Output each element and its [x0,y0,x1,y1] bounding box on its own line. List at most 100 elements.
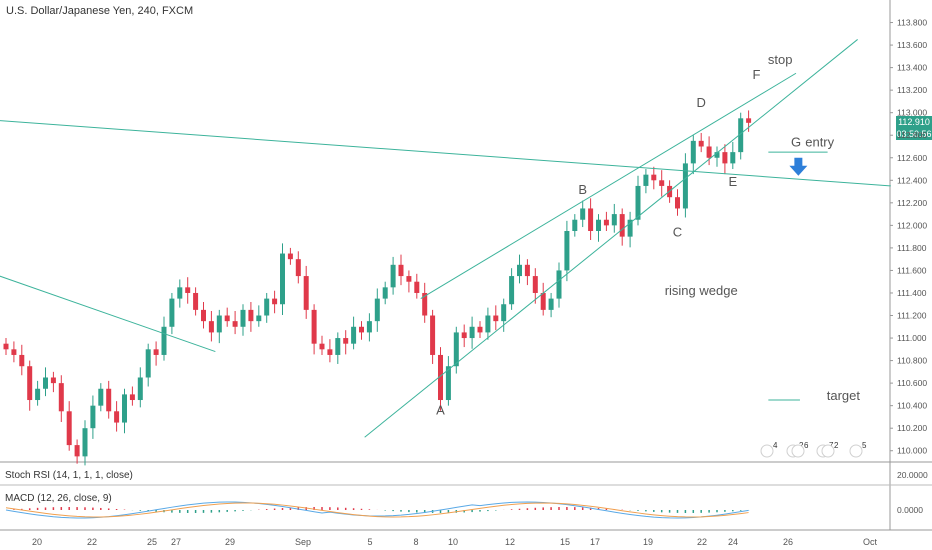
candle-body [311,309,317,344]
candle-body [256,315,262,322]
candle-body [651,174,657,181]
x-tick-label: 22 [697,537,707,547]
candle-body [303,276,309,310]
candle-body [509,276,515,305]
chart-title: U.S. Dollar/Japanese Yen, 240, FXCM [6,5,194,17]
candle-body [635,185,641,220]
candle-body [11,349,17,355]
y-tick-label: 111.400 [897,288,927,298]
annotation-label: entry [805,134,834,149]
countdown-tag: 03:50:56 [896,128,932,140]
candle-body [580,208,586,220]
candle-body [493,315,499,322]
candle-body [193,292,199,310]
x-tick-label: 29 [225,537,235,547]
y-tick-label: 111.200 [897,311,927,321]
x-tick-label: 5 [367,537,372,547]
annotation-label: E [728,174,737,189]
candle-body [319,343,325,350]
candle-body [295,259,301,277]
candle-body [406,276,412,282]
candle-body [366,321,372,333]
candle-body [58,383,64,412]
event-badge-count: 5 [862,441,867,450]
x-tick-label: Oct [863,537,878,547]
candle-body [66,411,72,446]
candle-body [438,354,443,401]
left-trendline [0,275,216,353]
candle-body [675,197,680,209]
long-trendline [0,120,891,187]
candle-body [335,338,341,355]
event-badge-count: 4 [773,441,778,450]
candle-body [137,377,143,401]
candle-body [129,394,135,401]
wedge-lower-line [364,39,858,438]
candle-body [572,219,578,231]
candle-body [627,219,633,237]
y-tick-label: 111.800 [897,243,927,253]
candle-body [240,309,246,327]
x-tick-label: Sep [295,537,311,547]
candle-body [532,276,538,293]
candles [3,110,752,466]
candle-body [690,140,696,164]
candle-body [43,377,48,389]
y-tick-label: 113.400 [897,63,927,73]
macd-line [5,501,749,519]
event-badge-icon [760,444,774,458]
y-tick-label: 110.600 [897,378,927,388]
y-tick-label: 112.400 [897,175,927,185]
candle-body [359,326,364,333]
candle-body [82,428,88,457]
candle-body [382,287,388,299]
y-tick-label: 112.200 [897,198,927,208]
candle-body [461,332,467,339]
chart-grid [0,0,932,531]
candle-body [501,304,507,322]
candle-body [540,292,546,310]
event-badge-count: 6 [804,441,809,450]
y-tick-label: 112.800 [897,130,927,140]
candle-body [556,270,562,299]
trendlines [0,39,891,438]
candle-body [722,152,728,164]
candle-body [280,253,285,305]
event-badge-icon [791,444,805,458]
signal-line [5,502,749,518]
y-tick-label: 113.600 [897,40,927,50]
event-badge-count: 7 [829,441,834,450]
x-tick-label: 22 [87,537,97,547]
y-tick-label: 111.600 [897,265,927,275]
candle-body [19,354,25,367]
candle-body [588,208,594,231]
candle-body [74,445,80,457]
y-tick-label: 113.800 [897,18,927,28]
candle-body [445,366,451,401]
candle-body [698,140,704,147]
indicators: 20.0000 0.0000 [5,470,928,519]
candle-body [596,219,601,231]
y-tick-label: 110.000 [897,446,927,456]
candle-body [714,152,720,158]
annotation-label: B [578,182,587,197]
candle-body [738,118,744,153]
candle-body [145,349,151,378]
candle-body [374,298,380,322]
annotation-label: A [436,403,445,418]
candle-body [469,326,475,339]
candle-body [90,405,96,429]
candle-body [185,287,191,293]
x-tick-label: 26 [783,537,793,547]
event-badge-count: 2 [799,441,804,450]
candle-body [35,388,41,401]
stoch-tick-label: 20.0000 [897,470,928,480]
annotation-label: C [673,225,682,240]
candle-body [659,180,665,186]
candle-body [564,231,570,271]
x-tick-label: 15 [560,537,570,547]
x-tick-label: 19 [643,537,653,547]
candle-body [224,315,230,322]
